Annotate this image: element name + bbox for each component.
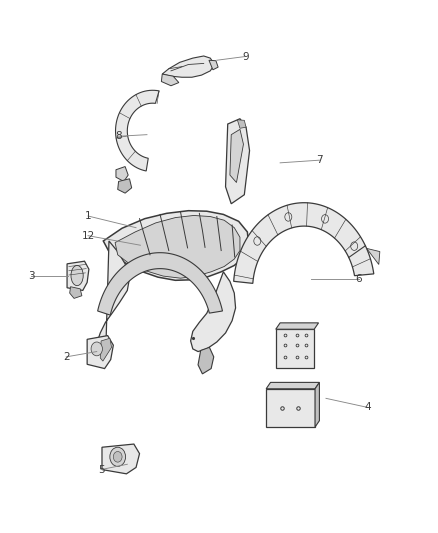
Ellipse shape — [71, 265, 83, 286]
PathPatch shape — [98, 253, 223, 315]
Text: 9: 9 — [242, 52, 248, 61]
Circle shape — [110, 447, 126, 466]
PathPatch shape — [237, 120, 246, 128]
PathPatch shape — [191, 272, 236, 352]
Text: 6: 6 — [355, 274, 362, 284]
PathPatch shape — [276, 329, 314, 368]
PathPatch shape — [116, 90, 159, 171]
PathPatch shape — [230, 130, 244, 182]
PathPatch shape — [276, 323, 318, 329]
PathPatch shape — [100, 338, 112, 361]
Text: 4: 4 — [364, 402, 371, 413]
Text: 3: 3 — [28, 271, 35, 281]
PathPatch shape — [161, 74, 179, 86]
PathPatch shape — [87, 336, 113, 368]
PathPatch shape — [367, 248, 380, 264]
Text: 1: 1 — [85, 211, 92, 221]
PathPatch shape — [234, 203, 374, 284]
PathPatch shape — [116, 166, 128, 181]
Circle shape — [113, 451, 122, 462]
Text: 8: 8 — [115, 131, 122, 141]
PathPatch shape — [70, 287, 82, 298]
Text: 5: 5 — [98, 465, 104, 474]
PathPatch shape — [67, 261, 89, 290]
PathPatch shape — [209, 60, 218, 70]
PathPatch shape — [102, 444, 140, 474]
PathPatch shape — [115, 215, 240, 278]
PathPatch shape — [118, 179, 132, 193]
PathPatch shape — [226, 119, 250, 204]
Text: 7: 7 — [316, 155, 323, 165]
PathPatch shape — [162, 56, 215, 77]
Circle shape — [91, 342, 102, 356]
Text: 2: 2 — [63, 352, 70, 362]
Text: 12: 12 — [81, 231, 95, 241]
PathPatch shape — [315, 382, 319, 427]
PathPatch shape — [266, 382, 319, 389]
PathPatch shape — [95, 241, 130, 368]
PathPatch shape — [103, 211, 249, 280]
PathPatch shape — [198, 348, 214, 374]
PathPatch shape — [266, 389, 315, 427]
